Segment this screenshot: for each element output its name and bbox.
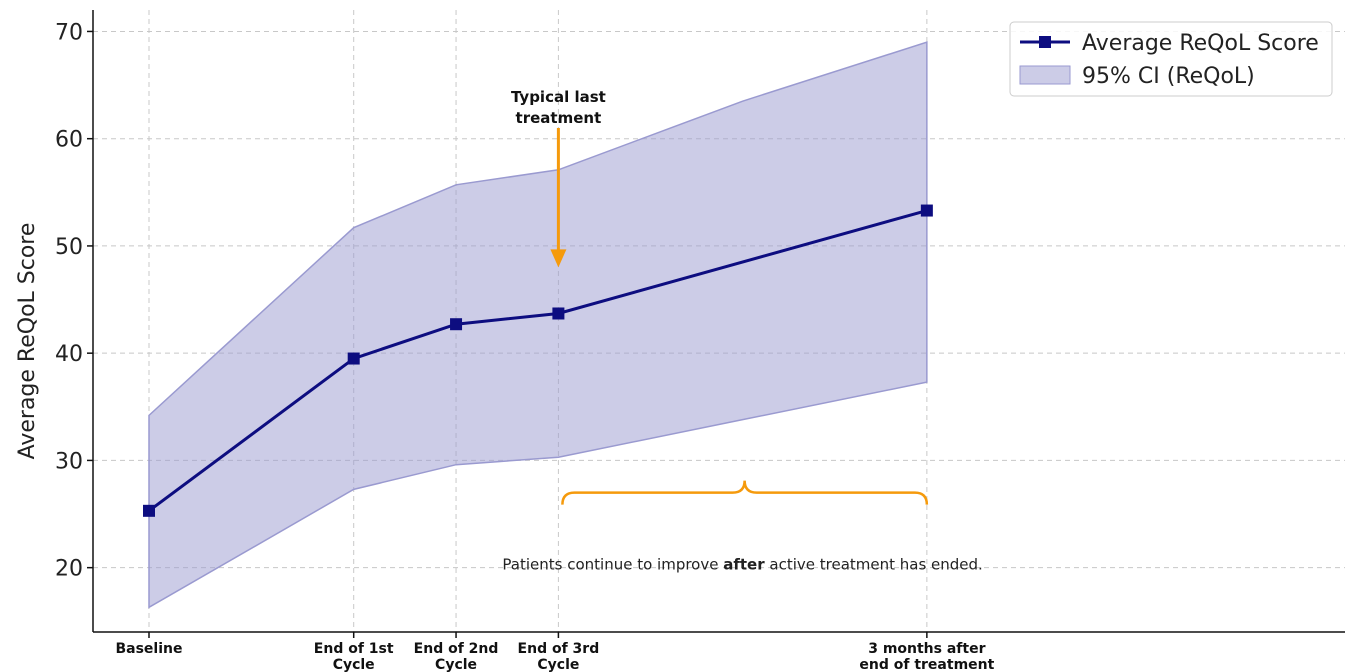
series-point-4 bbox=[920, 204, 933, 217]
annotation-label: Typical last treatment bbox=[511, 88, 606, 127]
annotation-arrow-head bbox=[550, 249, 567, 268]
brace-path bbox=[561, 480, 929, 505]
legend-band-swatch bbox=[1019, 65, 1071, 85]
legend: Average ReQoL Score 95% CI (ReQoL) bbox=[1009, 21, 1333, 97]
series-point-0 bbox=[143, 504, 155, 517]
y-tick-labels: 20 30 40 50 60 70 bbox=[55, 20, 83, 581]
annotation-typical-last-treatment: Typical last treatment bbox=[511, 88, 606, 268]
x-tick-label-2: End of 2nd Cycle bbox=[414, 641, 499, 672]
y-tick-label-40: 40 bbox=[55, 342, 83, 367]
x-tick-labels: Baseline End of 1st Cycle End of 2nd Cycle En… bbox=[115, 641, 994, 672]
ci-band bbox=[148, 41, 928, 609]
legend-box bbox=[1009, 21, 1333, 97]
axes bbox=[87, 10, 1345, 638]
annotation-note: Patients continue to improve after activ… bbox=[502, 555, 982, 573]
y-tick-label-60: 60 bbox=[55, 128, 83, 153]
legend-label-series: Average ReQoL Score bbox=[1082, 31, 1319, 56]
y-tick-label-70: 70 bbox=[55, 20, 83, 45]
series-markers bbox=[143, 204, 933, 517]
x-tick-label-4: 3 months after end of treatment bbox=[859, 641, 994, 672]
y-tick-label-50: 50 bbox=[55, 235, 83, 260]
x-tick-label-3: End of 3rd Cycle bbox=[518, 641, 600, 672]
series-point-3 bbox=[552, 307, 565, 320]
y-axis-label: Average ReQoL Score bbox=[15, 223, 40, 460]
x-tick-label-0: Baseline bbox=[115, 641, 182, 657]
legend-marker-swatch bbox=[1039, 36, 1051, 48]
y-tick-label-30: 30 bbox=[55, 449, 83, 474]
y-tick-label-20: 20 bbox=[55, 557, 83, 582]
annotation-brace bbox=[561, 480, 929, 505]
series-point-1 bbox=[347, 352, 360, 365]
legend-label-ci: 95% CI (ReQoL) bbox=[1082, 64, 1255, 89]
series-point-2 bbox=[450, 318, 463, 331]
x-tick-label-1: End of 1st Cycle bbox=[314, 641, 394, 672]
